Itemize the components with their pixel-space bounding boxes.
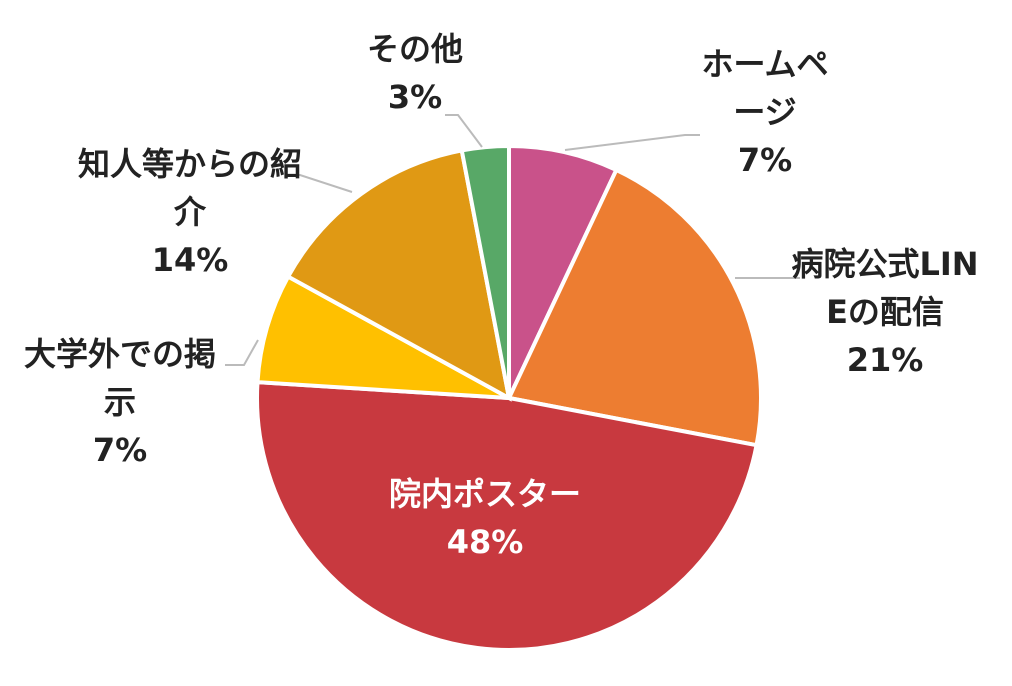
category-label: 知人等からの紹介 [77,145,302,231]
slice-label: その他 3% [345,25,485,121]
pie-slice [506,167,763,448]
pie-slice [255,273,510,400]
value-label: 7% [737,141,793,179]
slice-label: 知人等からの紹介 14% [70,140,310,284]
slice-label: 大学外での掲示 7% [20,330,220,474]
slice-label: 病院公式LINEの配信 21% [790,240,980,384]
leader-line [445,114,483,148]
category-label: 院内ポスター [388,475,581,513]
category-label: 大学外での掲示 [23,335,216,421]
leader-line [285,174,353,193]
category-label: ホームページ [701,45,829,131]
pie-slice [459,143,511,399]
value-label: 48% [446,523,524,561]
leader-line [564,134,700,151]
value-label: 14% [151,241,229,279]
pie-slice [255,380,759,652]
value-label: 3% [387,78,443,116]
slice-label: 院内ポスター 48% [360,470,610,566]
value-label: 7% [92,431,148,469]
slice-label: ホームページ 7% [700,40,830,184]
pie-slice [507,143,619,399]
leader-line [225,339,259,366]
pie-slice [285,148,512,402]
category-label: その他 [366,30,463,68]
category-label: 病院公式LINEの配信 [791,245,979,331]
value-label: 21% [846,341,924,379]
